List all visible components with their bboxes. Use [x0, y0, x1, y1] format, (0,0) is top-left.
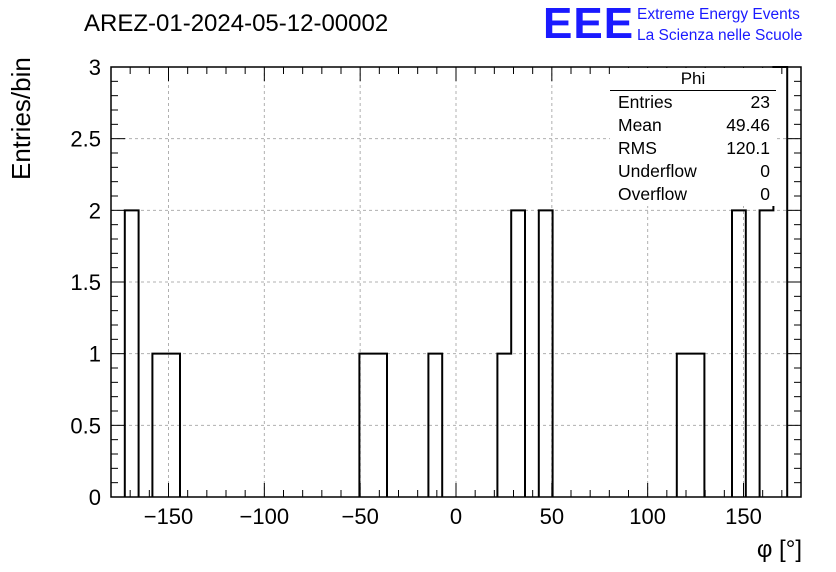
x-tick-label: −100 — [240, 504, 290, 529]
x-tick-label: 0 — [450, 504, 462, 529]
x-tick-label: 100 — [629, 504, 666, 529]
y-tick-label: 0 — [89, 485, 101, 510]
stats-value: 0 — [760, 184, 770, 204]
x-tick-label: 150 — [725, 504, 762, 529]
x-tick-label: −50 — [342, 504, 379, 529]
stats-label: Mean — [618, 115, 662, 135]
stats-title: Phi — [610, 68, 776, 91]
y-tick-label: 1.5 — [70, 270, 101, 295]
logo-line-2: La Scienza nelle Scuole — [637, 27, 803, 44]
stats-row-mean: Mean 49.46 — [610, 114, 776, 137]
logo-caption: Extreme Energy Events La Scienza nelle S… — [637, 4, 802, 46]
stats-row-entries: Entries 23 — [610, 91, 776, 114]
y-tick-label: 3 — [89, 55, 101, 80]
y-axis-label: Entries/bin — [6, 57, 36, 180]
stats-row-underflow: Underflow 0 — [610, 160, 776, 183]
stats-row-overflow: Overflow 0 — [610, 183, 776, 206]
y-tick-label: 2.5 — [70, 127, 101, 152]
stats-value: 49.46 — [726, 115, 770, 135]
y-tick-label: 2 — [89, 198, 101, 223]
stats-label: Overflow — [618, 184, 688, 204]
stats-value: 120.1 — [726, 138, 770, 158]
stats-value: 0 — [760, 161, 770, 181]
y-tick-label: 0.5 — [70, 413, 101, 438]
eee-logo: EEE — [543, 0, 635, 48]
logo-line-1: Extreme Energy Events — [637, 6, 800, 23]
stats-label: Underflow — [618, 161, 697, 181]
x-tick-label: 50 — [540, 504, 564, 529]
x-axis-label: φ [°] — [756, 536, 802, 563]
stats-label: Entries — [618, 92, 673, 112]
stats-value: 23 — [750, 92, 770, 112]
stats-row-rms: RMS 120.1 — [610, 137, 776, 160]
y-tick-label: 1 — [89, 342, 101, 367]
stats-box: Phi Entries 23 Mean 49.46 RMS 120.1 Unde… — [610, 68, 776, 206]
chart-title: AREZ-01-2024-05-12-00002 — [84, 10, 389, 37]
x-tick-label: −150 — [144, 504, 194, 529]
stats-label: RMS — [618, 138, 657, 158]
